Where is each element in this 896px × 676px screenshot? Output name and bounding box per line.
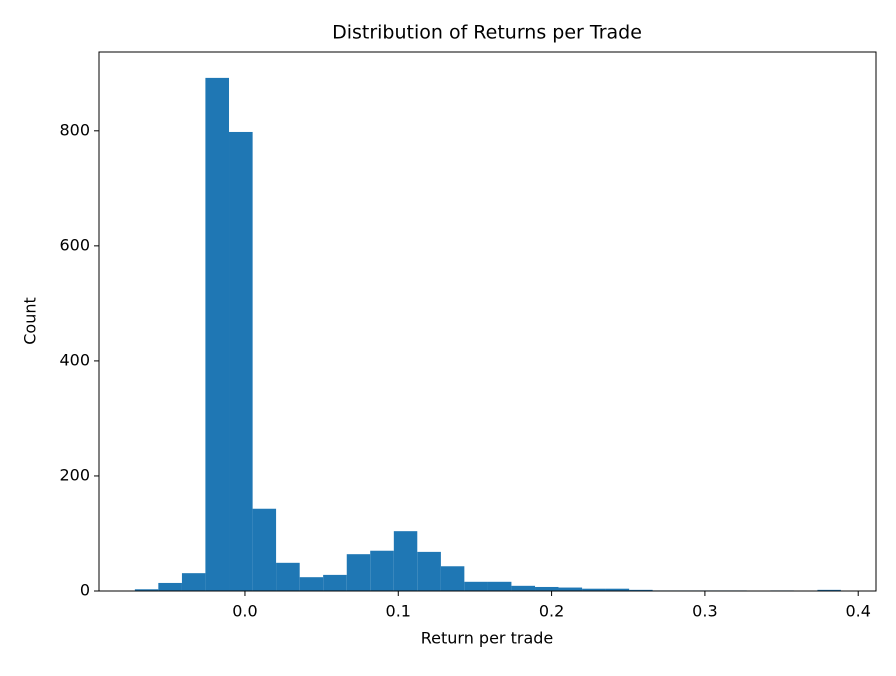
- histogram-bar: [605, 588, 630, 591]
- y-tick-label: 600: [59, 235, 90, 254]
- x-tick-label: 0.0: [232, 602, 257, 621]
- histogram-bar: [558, 587, 583, 591]
- histogram-bar: [582, 588, 606, 591]
- histogram-bar: [511, 585, 536, 591]
- histogram-bar: [229, 131, 253, 591]
- histogram-bar: [205, 77, 230, 591]
- histogram-bar: [393, 531, 418, 591]
- y-axis-label: Count: [21, 297, 40, 345]
- y-tick-label: 200: [59, 465, 90, 484]
- y-tick-label: 800: [59, 120, 90, 139]
- histogram-bar: [158, 582, 182, 591]
- histogram-bar: [134, 589, 159, 591]
- histogram-bar: [252, 508, 277, 591]
- histogram-bar: [181, 573, 206, 591]
- axes-frame: [98, 51, 877, 592]
- histogram-bar: [417, 551, 441, 591]
- histogram-bar: [299, 577, 324, 591]
- x-tick-label: 0.1: [386, 602, 411, 621]
- histogram-bar: [464, 581, 488, 591]
- histogram-bar: [440, 566, 465, 591]
- histogram-bar: [370, 550, 394, 591]
- plot-area: [134, 77, 841, 591]
- histogram-bar: [323, 574, 347, 591]
- histogram-bar: [276, 562, 300, 591]
- y-tick-label: 0: [80, 581, 90, 600]
- x-tick-label: 0.3: [692, 602, 717, 621]
- x-axis-label: Return per trade: [421, 629, 554, 648]
- histogram-bar: [487, 581, 512, 591]
- y-tick-label: 400: [59, 350, 90, 369]
- histogram-bar: [535, 586, 559, 591]
- x-tick-label: 0.2: [539, 602, 564, 621]
- histogram-bar: [629, 589, 653, 591]
- x-tick-label: 0.4: [845, 602, 870, 621]
- chart-title: Distribution of Returns per Trade: [332, 22, 642, 44]
- histogram-bar: [346, 554, 371, 591]
- histogram-bar: [817, 589, 841, 591]
